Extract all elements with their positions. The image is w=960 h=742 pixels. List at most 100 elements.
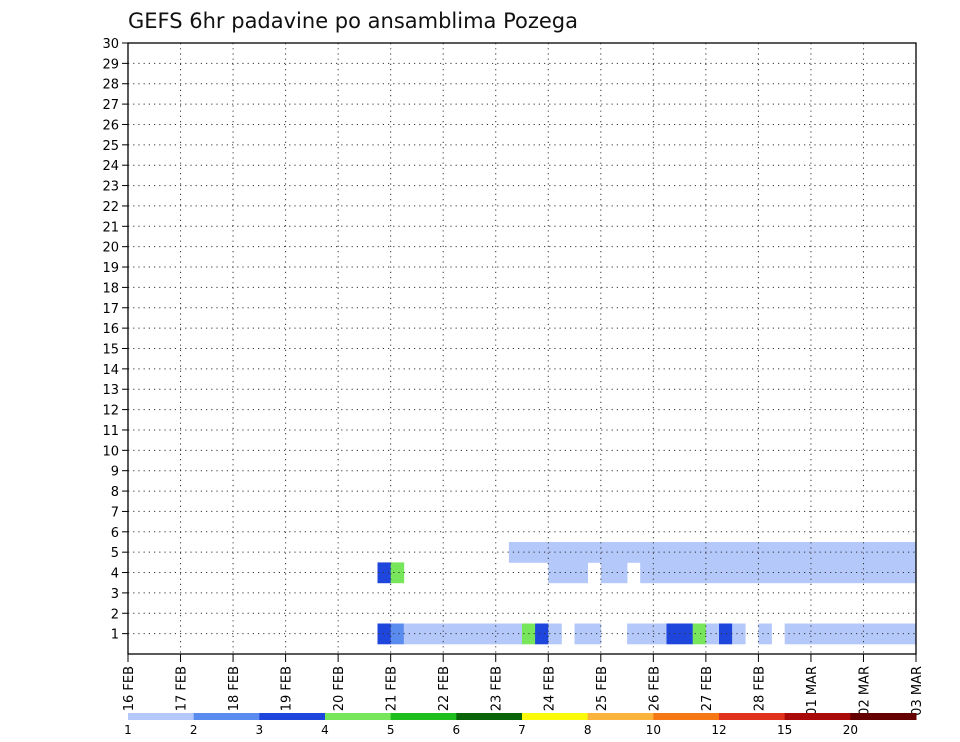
precip-cell [758, 623, 772, 645]
precip-cell [810, 562, 825, 584]
y-tick-label: 13 [102, 383, 119, 398]
precip-cell [613, 562, 628, 584]
precip-cell [902, 623, 917, 645]
precip-cell [666, 542, 680, 563]
precip-cell [456, 623, 470, 645]
y-tick-label: 11 [102, 424, 119, 439]
precip-cell [679, 623, 694, 645]
x-tick-label: 25 FEB [595, 666, 610, 711]
precip-cell [679, 542, 694, 563]
cells-layer [377, 542, 917, 645]
precip-cell [666, 562, 680, 584]
y-tick-label: 15 [102, 343, 119, 358]
precip-cell [784, 542, 799, 563]
precip-cell [640, 623, 654, 645]
legend-label: 10 [646, 723, 661, 737]
precip-cell [679, 562, 694, 584]
legend-swatch [390, 713, 457, 720]
precip-cell [443, 623, 457, 645]
y-tick-label: 21 [102, 220, 119, 235]
color-legend: 1 2 3 4 5 6 7 8 10 12 15 20 [124, 713, 917, 737]
precip-cell [390, 623, 405, 645]
precip-cell [377, 562, 391, 584]
y-tick-label: 18 [102, 281, 119, 296]
precip-cell [613, 542, 628, 563]
precip-cell [640, 542, 654, 563]
y-tick-label: 26 [102, 118, 119, 133]
y-axis: 1234567891011121314151617181920212223242… [102, 37, 128, 643]
precip-cell [902, 542, 917, 563]
precip-cell [535, 623, 549, 645]
x-tick-label: 21 FEB [385, 666, 400, 711]
precip-cell [587, 542, 602, 563]
precip-cell [876, 562, 891, 584]
y-tick-label: 5 [111, 546, 119, 561]
legend-label: 20 [843, 723, 858, 737]
precip-cell [837, 562, 851, 584]
y-tick-label: 8 [111, 485, 119, 500]
legend-swatch [259, 713, 326, 720]
precip-cell [627, 623, 641, 645]
y-tick-label: 4 [111, 567, 119, 582]
chart-title: GEFS 6hr padavine po ansamblima Pozega [128, 9, 578, 33]
precip-cell [758, 542, 772, 563]
y-tick-label: 29 [102, 57, 119, 72]
legend-label: 15 [777, 723, 792, 737]
precip-cell [902, 562, 917, 584]
precip-cell [627, 542, 641, 563]
x-axis: 16 FEB 17 FEB 18 FEB 19 FEB 20 FEB 21 FEB 22 F… [122, 654, 925, 716]
y-tick-label: 20 [102, 241, 119, 256]
precip-cell [705, 542, 720, 563]
precip-cell [640, 562, 654, 584]
precip-cell [482, 623, 497, 645]
precip-cell [705, 562, 720, 584]
precip-cell [889, 623, 904, 645]
legend-label: 12 [711, 723, 726, 737]
precip-cell [719, 623, 733, 645]
precip-cell [705, 623, 720, 645]
precip-cell [732, 562, 746, 584]
y-tick-label: 3 [111, 587, 119, 602]
precip-cell [692, 623, 707, 645]
precip-cell [889, 542, 904, 563]
precip-cell [403, 623, 418, 645]
y-tick-label: 10 [102, 444, 119, 459]
x-tick-label: 24 FEB [542, 666, 557, 711]
legend-swatch [325, 713, 392, 720]
legend-label: 4 [321, 723, 329, 737]
legend-swatch [653, 713, 720, 720]
legend-label: 6 [453, 723, 461, 737]
precip-cell [416, 623, 431, 645]
x-tick-label: 23 FEB [490, 666, 505, 711]
legend-label: 8 [584, 723, 592, 737]
y-tick-label: 14 [102, 363, 119, 378]
precip-cell [876, 623, 891, 645]
y-tick-label: 22 [102, 200, 119, 215]
legend-swatch [719, 713, 786, 720]
precip-cell [587, 623, 602, 645]
y-tick-label: 7 [111, 505, 119, 520]
precip-cell [508, 542, 523, 563]
precip-cell [810, 542, 825, 563]
precip-cell [561, 542, 575, 563]
precip-cell [719, 562, 733, 584]
precip-cell [837, 623, 851, 645]
precip-cell [863, 623, 877, 645]
legend-swatch [850, 713, 917, 720]
x-tick-label: 17 FEB [175, 666, 190, 711]
y-tick-label: 12 [102, 404, 119, 419]
y-tick-label: 16 [102, 322, 119, 337]
precip-cell [692, 562, 707, 584]
precip-cell [561, 562, 575, 584]
x-tick-label: 03 MAR [910, 666, 925, 716]
y-tick-label: 6 [111, 526, 119, 541]
x-tick-label: 19 FEB [280, 666, 295, 711]
precip-cell [377, 623, 391, 645]
legend-swatch [587, 713, 654, 720]
x-tick-label: 16 FEB [122, 666, 137, 711]
legend-label: 3 [256, 723, 264, 737]
precip-cell [732, 623, 746, 645]
x-tick-label: 02 MAR [857, 666, 872, 716]
precip-cell [719, 542, 733, 563]
x-tick-label: 28 FEB [752, 666, 767, 711]
